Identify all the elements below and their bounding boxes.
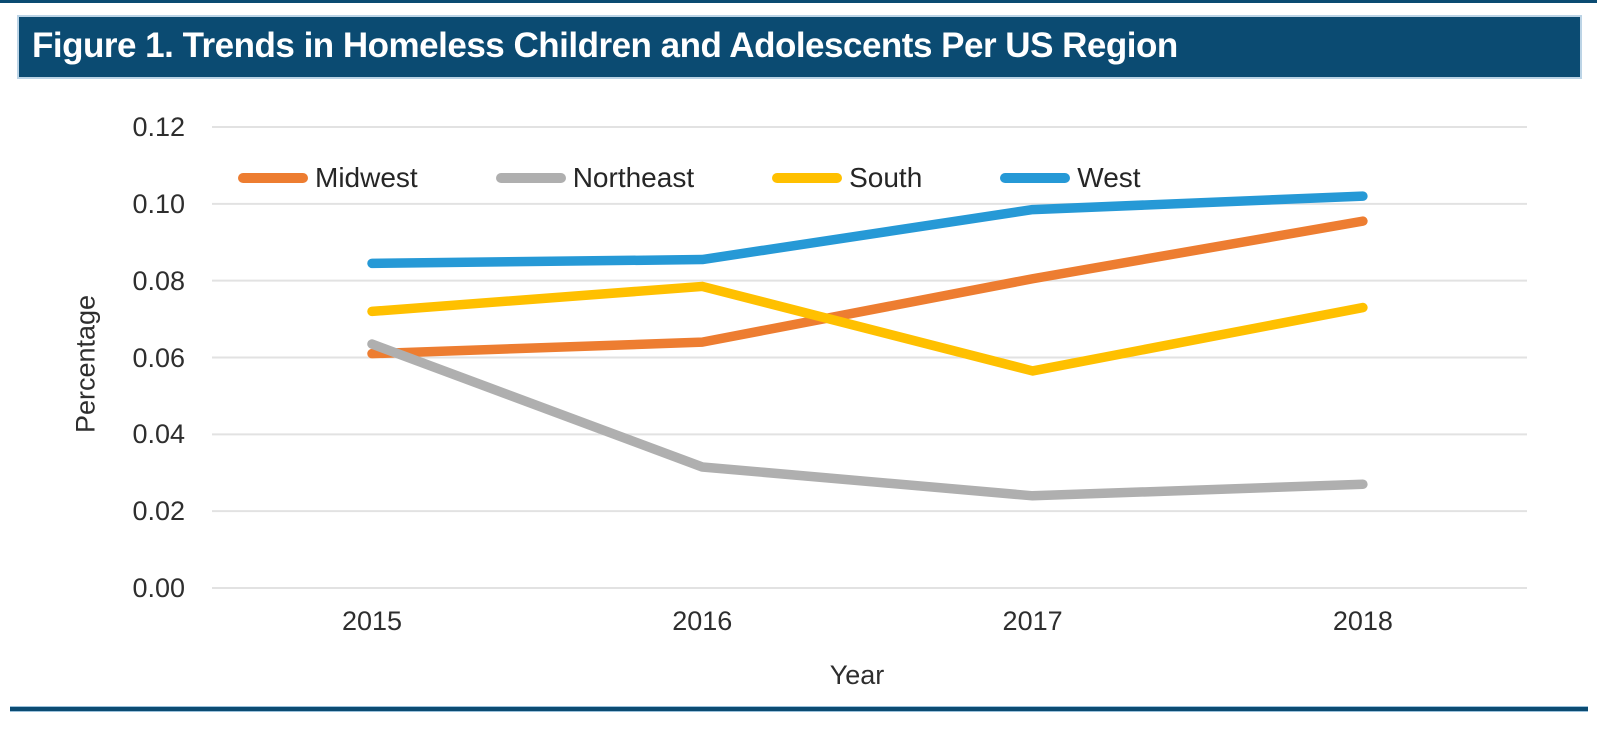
y-tick-label: 0.08 — [132, 265, 185, 296]
gridlines-group — [212, 126, 1527, 589]
y-tick-label: 0.04 — [132, 419, 185, 450]
x-tick-label: 2015 — [341, 606, 403, 636]
series-line-northeast — [367, 339, 1368, 501]
x-axis-title: Year — [829, 660, 885, 690]
series-line-south — [367, 281, 1368, 376]
page-top-rule — [0, 0, 1597, 3]
figure-title: Figure 1. Trends in Homeless Children an… — [32, 26, 1178, 65]
x-tick-label: 2017 — [1002, 606, 1063, 636]
chart-legend: Midwest Northeast South West — [238, 161, 1141, 195]
series-line-west — [367, 191, 1368, 269]
y-tick-label: 0.06 — [132, 342, 185, 373]
legend-swatch-northeast — [495, 173, 566, 183]
legend-swatch-west — [1000, 173, 1071, 183]
y-tick-label: 0.12 — [132, 112, 185, 142]
legend-label: West — [1077, 162, 1141, 193]
x-tick-label: 2018 — [1332, 606, 1393, 636]
x-tick-label: 2016 — [672, 606, 733, 636]
legend-item-south: South — [772, 162, 922, 194]
legend-swatch-midwest — [238, 173, 308, 183]
series-line-midwest — [367, 216, 1368, 359]
y-axis-title: Percentage — [70, 294, 101, 434]
y-tick-label: 0.10 — [132, 188, 185, 219]
y-tick-label: 0.02 — [132, 496, 185, 527]
legend-item-northeast: Northeast — [495, 162, 695, 194]
series-lines-group — [367, 191, 1368, 501]
legend-label: Midwest — [315, 162, 418, 193]
legend-label: South — [849, 162, 923, 193]
legend-item-midwest: Midwest — [238, 162, 418, 194]
legend-item-west: West — [1000, 162, 1141, 194]
legend-swatch-south — [772, 173, 843, 183]
y-tick-label: 0.00 — [132, 573, 185, 603]
figure-title-bar: Figure 1. Trends in Homeless Children an… — [17, 15, 1582, 79]
legend-label: Northeast — [572, 162, 695, 193]
page-bottom-rule — [10, 706, 1588, 712]
